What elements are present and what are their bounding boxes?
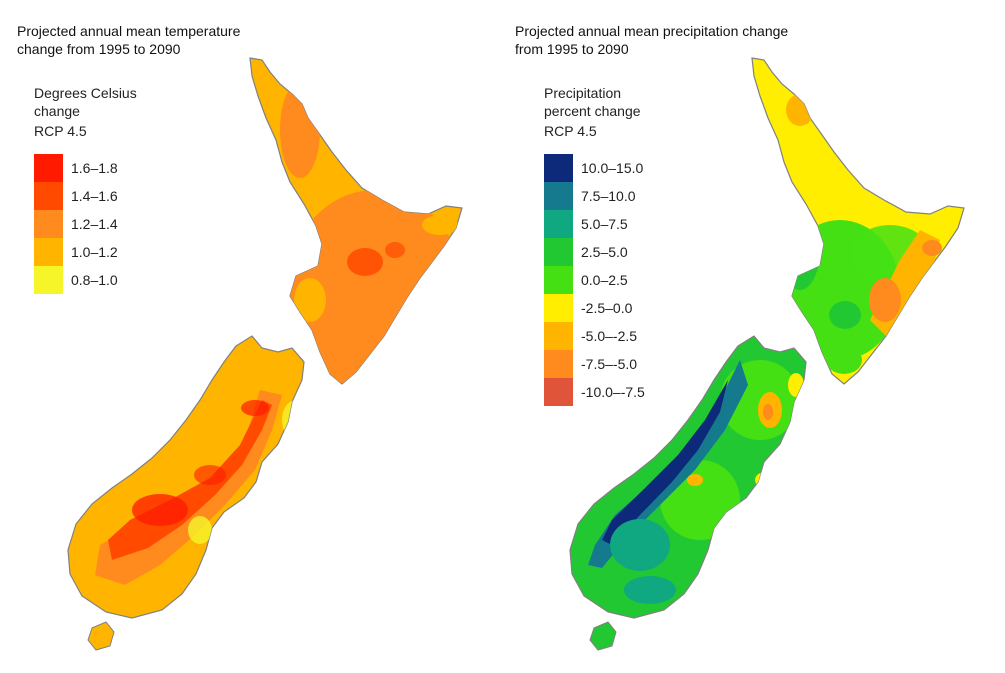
legend-label: 1.4–1.6 (71, 188, 118, 204)
legend-label: 10.0–15.0 (581, 160, 644, 176)
legend-item: 0.8–1.0 (34, 266, 137, 294)
legend-swatch (544, 182, 573, 210)
legend-heading: Degrees Celsius change (34, 84, 137, 120)
north-island (751, 57, 965, 385)
temperature-map-panel: Projected annual mean temperature change… (0, 0, 500, 673)
map-title-line: change from 1995 to 2090 (17, 41, 181, 57)
legend-scenario: RCP 4.5 (34, 123, 87, 139)
legend-label: 7.5–10.0 (581, 188, 636, 204)
legend-item: 10.0–15.0 (544, 154, 645, 182)
legend-swatch (34, 154, 63, 182)
legend-swatch (544, 238, 573, 266)
legend-item: 7.5–10.0 (544, 182, 645, 210)
legend-item: 5.0–7.5 (544, 210, 645, 238)
legend-label: -5.0–-2.5 (581, 328, 638, 344)
south-island (569, 335, 807, 619)
legend-swatch (34, 238, 63, 266)
precipitation-nz-map (569, 57, 965, 651)
precipitation-map-panel: Projected annual mean precipitation chan… (500, 0, 1005, 673)
legend-label: 2.5–5.0 (581, 244, 628, 260)
legend-label: 1.0–1.2 (71, 244, 118, 260)
legend-swatch (34, 182, 63, 210)
legend-label: 0.8–1.0 (71, 272, 118, 288)
temperature-legend: Degrees Celsius change RCP 4.5 1.6–1.8 1… (34, 84, 137, 294)
legend-list: 10.0–15.0 7.5–10.0 5.0–7.5 2.5–5.0 0.0–2… (544, 154, 645, 406)
legend-swatch (544, 322, 573, 350)
legend-item: 1.4–1.6 (34, 182, 137, 210)
map-title-line: from 1995 to 2090 (515, 41, 629, 57)
legend-swatch (544, 350, 573, 378)
legend-swatch (544, 378, 573, 406)
legend-item: 1.0–1.2 (34, 238, 137, 266)
map-title: Projected annual mean temperature change… (17, 22, 277, 58)
legend-heading-line: Precipitation (544, 85, 622, 101)
map-title-line: Projected annual mean precipitation chan… (515, 23, 789, 39)
legend-label: 1.2–1.4 (71, 216, 118, 232)
legend-item: -7.5–-5.0 (544, 350, 645, 378)
south-island (67, 335, 305, 619)
legend-item: 1.6–1.8 (34, 154, 137, 182)
legend-swatch (544, 154, 573, 182)
legend-heading-line: percent change (544, 103, 641, 119)
legend-label: 0.0–2.5 (581, 272, 628, 288)
legend-swatch (34, 266, 63, 294)
legend-heading: Precipitation percent change (544, 84, 645, 120)
legend-item: 1.2–1.4 (34, 210, 137, 238)
legend-scenario: RCP 4.5 (544, 123, 597, 139)
legend-label: 5.0–7.5 (581, 216, 628, 232)
legend-label: -7.5–-5.0 (581, 356, 638, 372)
legend-item: 2.5–5.0 (544, 238, 645, 266)
precipitation-legend: Precipitation percent change RCP 4.5 10.… (544, 84, 645, 406)
legend-swatch (544, 294, 573, 322)
legend-heading-line: change (34, 103, 80, 119)
map-title: Projected annual mean precipitation chan… (515, 22, 825, 58)
legend-swatch (544, 266, 573, 294)
legend-item: -5.0–-2.5 (544, 322, 645, 350)
legend-heading-line: Degrees Celsius (34, 85, 137, 101)
legend-item: -10.0–-7.5 (544, 378, 645, 406)
legend-item: 0.0–2.5 (544, 266, 645, 294)
temperature-nz-map (67, 57, 463, 651)
legend-swatch (544, 210, 573, 238)
legend-label: 1.6–1.8 (71, 160, 118, 176)
stewart-island (87, 621, 115, 651)
legend-list: 1.6–1.8 1.4–1.6 1.2–1.4 1.0–1.2 0.8–1.0 (34, 154, 137, 294)
map-title-line: Projected annual mean temperature (17, 23, 241, 39)
legend-item: -2.5–0.0 (544, 294, 645, 322)
legend-swatch (34, 210, 63, 238)
legend-label: -2.5–0.0 (581, 300, 633, 316)
legend-label: -10.0–-7.5 (581, 384, 645, 400)
stewart-island (589, 621, 617, 651)
north-island (249, 57, 463, 385)
